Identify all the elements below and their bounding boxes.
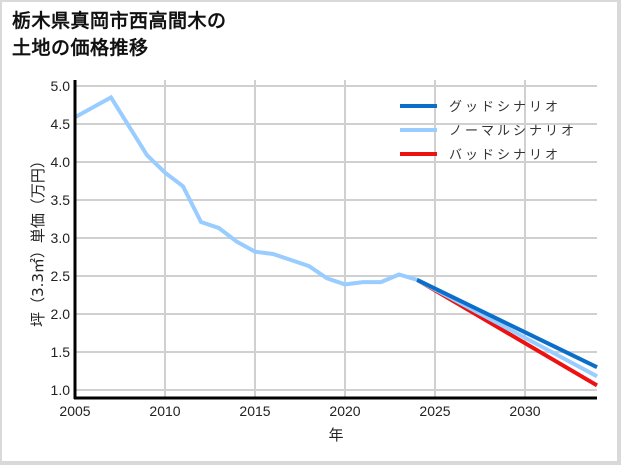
x-tick-label: 2005 [59,403,90,419]
y-tick-label: 1.5 [51,344,71,360]
x-tick-label: 2020 [329,403,360,419]
y-axis-label: 坪（3.3㎡）単価（万円） [29,153,47,327]
grid-lines [75,80,597,398]
x-tick-label: 2025 [419,403,450,419]
x-tick-label: 2010 [149,403,180,419]
y-tick-label: 3.5 [51,192,71,208]
x-axis-label: 年 [328,426,343,444]
y-tick-label: 4.0 [51,154,71,170]
x-tick-label: 2015 [239,403,270,419]
x-tick-label: 2030 [509,403,540,419]
y-tick-label: 4.5 [51,116,71,132]
historical-line [74,94,418,287]
y-tick-label: 3.0 [51,230,71,246]
chart-frame [2,2,617,461]
forecast-line [416,278,598,369]
title-line-1: 栃木県真岡市西高間木の [12,10,227,32]
data-lines [74,94,599,388]
y-tick-label: 2.0 [51,306,71,322]
tick-labels: 1.0 1.5 2.0 2.5 3.0 3.5 4.0 4.5 5.0 2005 2010 2015 2… [51,78,541,419]
legend-label: バッドシナリオ [449,148,561,163]
title-line-2: 土地の価格推移 [12,37,149,59]
chart-title: 栃木県真岡市西高間木の 土地の価格推移 [12,8,227,62]
y-tick-label: 5.0 [51,78,71,94]
axes [73,80,597,400]
legend-label: グッドシナリオ [449,100,561,115]
y-tick-label: 1.0 [51,382,71,398]
legend-label: ノーマルシナリオ [449,124,577,139]
y-tick-label: 2.5 [51,268,71,284]
